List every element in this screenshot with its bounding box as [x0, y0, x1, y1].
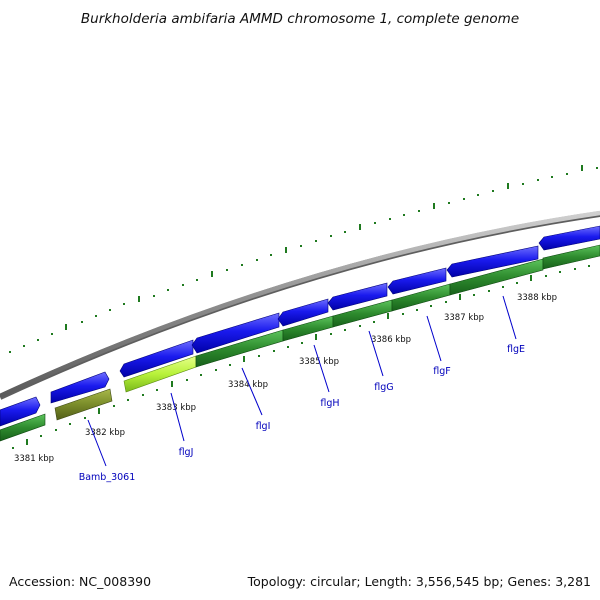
kbp-label-3384: 3384 kbp: [228, 380, 268, 390]
gene-label-flgj[interactable]: flgJ: [179, 447, 194, 458]
callout-line-flgi: [241, 367, 263, 416]
kbp-label-3383: 3383 kbp: [156, 403, 196, 413]
gene-track: [0, 244, 600, 442]
genome-summary-text: Topology: circular; Length: 3,556,545 bp…: [247, 574, 591, 589]
callout-line-bamb-3061: [87, 419, 107, 467]
cds-forward-arrow[interactable]: [277, 298, 329, 327]
gene-label-flgf[interactable]: flgF: [433, 366, 450, 377]
map-title: Burkholderia ambifaria AMMD chromosome 1…: [81, 11, 519, 27]
gene-label-flgg[interactable]: flgG: [374, 382, 393, 393]
cds-forward-arrow[interactable]: [119, 339, 194, 378]
kbp-label-3388: 3388 kbp: [517, 293, 557, 303]
genome-backbone-shadow: [0, 211, 600, 400]
gene-callouts: [87, 295, 517, 467]
kbp-label-3386: 3386 kbp: [371, 335, 411, 345]
gene-block[interactable]: [0, 413, 46, 442]
callout-line-flgh: [313, 344, 330, 393]
tick-row: [9, 165, 598, 353]
genome-backbone: [0, 210, 600, 399]
gene-label-flgi[interactable]: flgI: [256, 421, 271, 432]
cds-forward-arrow[interactable]: [538, 225, 600, 251]
gene-label-bamb-3061[interactable]: Bamb_3061: [79, 472, 136, 483]
kbp-label-3382: 3382 kbp: [85, 428, 125, 438]
kbp-label-3381: 3381 kbp: [14, 454, 54, 464]
cds-forward-arrow[interactable]: [0, 396, 41, 427]
forward-cds-track: [0, 225, 600, 427]
cds-forward-arrow[interactable]: [387, 267, 447, 295]
gene-block[interactable]: [542, 244, 600, 270]
ruler-ticks: [12, 265, 590, 449]
accession-text: Accession: NC_008390: [9, 574, 151, 589]
cds-forward-arrow[interactable]: [50, 371, 110, 404]
gene-labels: Bamb_3061 flgJ flgI flgH flgG flgF flgE: [79, 344, 525, 483]
cds-forward-arrow[interactable]: [191, 312, 280, 354]
callout-line-flgg: [368, 330, 384, 377]
callout-line-flgj: [170, 392, 185, 442]
gene-block-bamb-3061[interactable]: [54, 388, 113, 421]
cds-forward-arrow[interactable]: [446, 245, 539, 278]
gene-label-flge[interactable]: flgE: [507, 344, 525, 355]
callout-line-flgf: [426, 315, 442, 362]
gene-block-flge[interactable]: [449, 258, 544, 296]
callout-line-flge: [502, 295, 517, 340]
gene-label-flgh[interactable]: flgH: [320, 398, 339, 409]
cds-forward-arrow[interactable]: [327, 282, 388, 311]
kbp-label-3387: 3387 kbp: [444, 313, 484, 323]
